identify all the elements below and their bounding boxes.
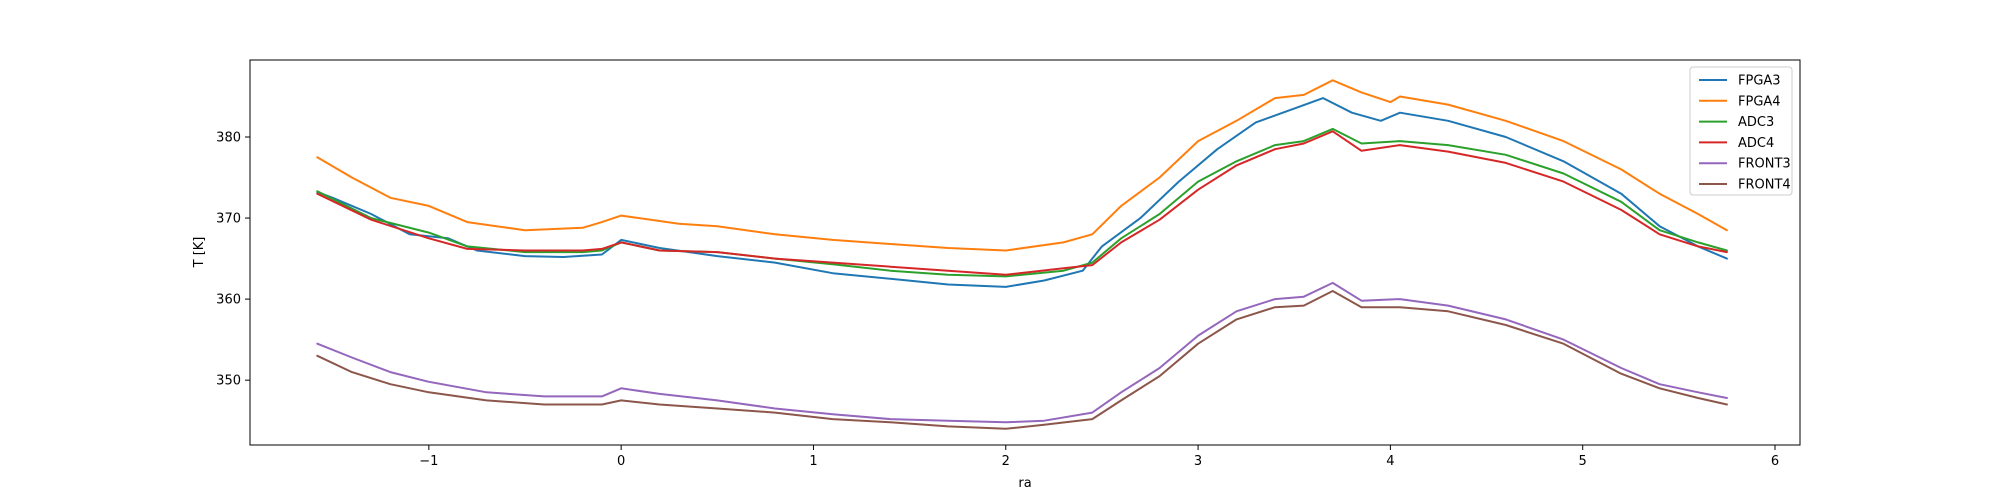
series-line-adc3 xyxy=(316,127,1728,278)
series-line-fpga4 xyxy=(316,79,1728,252)
plot-frame xyxy=(249,59,1801,446)
legend: FPGA3 FPGA4 ADC3 ADC4 FRONT3 FRONT4 xyxy=(1689,66,1793,196)
legend-label: ADC3 xyxy=(1738,115,1774,130)
series-line-adc4 xyxy=(316,130,1728,276)
y-axis: 350 360 370 380 xyxy=(216,131,250,389)
series-line-fpga3 xyxy=(316,97,1728,288)
y-tick-label: 370 xyxy=(216,212,241,227)
y-axis-label: T [K] xyxy=(192,237,207,269)
legend-label: FPGA3 xyxy=(1738,74,1781,89)
x-tick-label: 0 xyxy=(617,454,625,469)
legend-label: FRONT3 xyxy=(1738,157,1791,172)
x-axis-label: ra xyxy=(1018,476,1031,491)
y-tick-label: 380 xyxy=(216,131,241,146)
series-line-front3 xyxy=(316,281,1728,424)
series-layer xyxy=(316,79,1728,430)
x-tick-label: 4 xyxy=(1386,454,1394,469)
series-line-front4 xyxy=(316,290,1728,430)
y-tick-label: 360 xyxy=(216,293,241,308)
legend-label: FPGA4 xyxy=(1738,94,1781,109)
x-tick-label: 5 xyxy=(1579,454,1587,469)
y-tick-label: 350 xyxy=(216,374,241,389)
legend-label: FRONT4 xyxy=(1738,178,1791,193)
legend-label: ADC4 xyxy=(1738,136,1774,151)
x-tick-label: 2 xyxy=(1002,454,1010,469)
x-tick-label: 1 xyxy=(809,454,817,469)
x-tick-label: 3 xyxy=(1194,454,1202,469)
x-axis: −1 0 1 2 3 4 5 6 xyxy=(419,445,1779,469)
x-tick-label: 6 xyxy=(1771,454,1779,469)
x-tick-label: −1 xyxy=(419,454,438,469)
